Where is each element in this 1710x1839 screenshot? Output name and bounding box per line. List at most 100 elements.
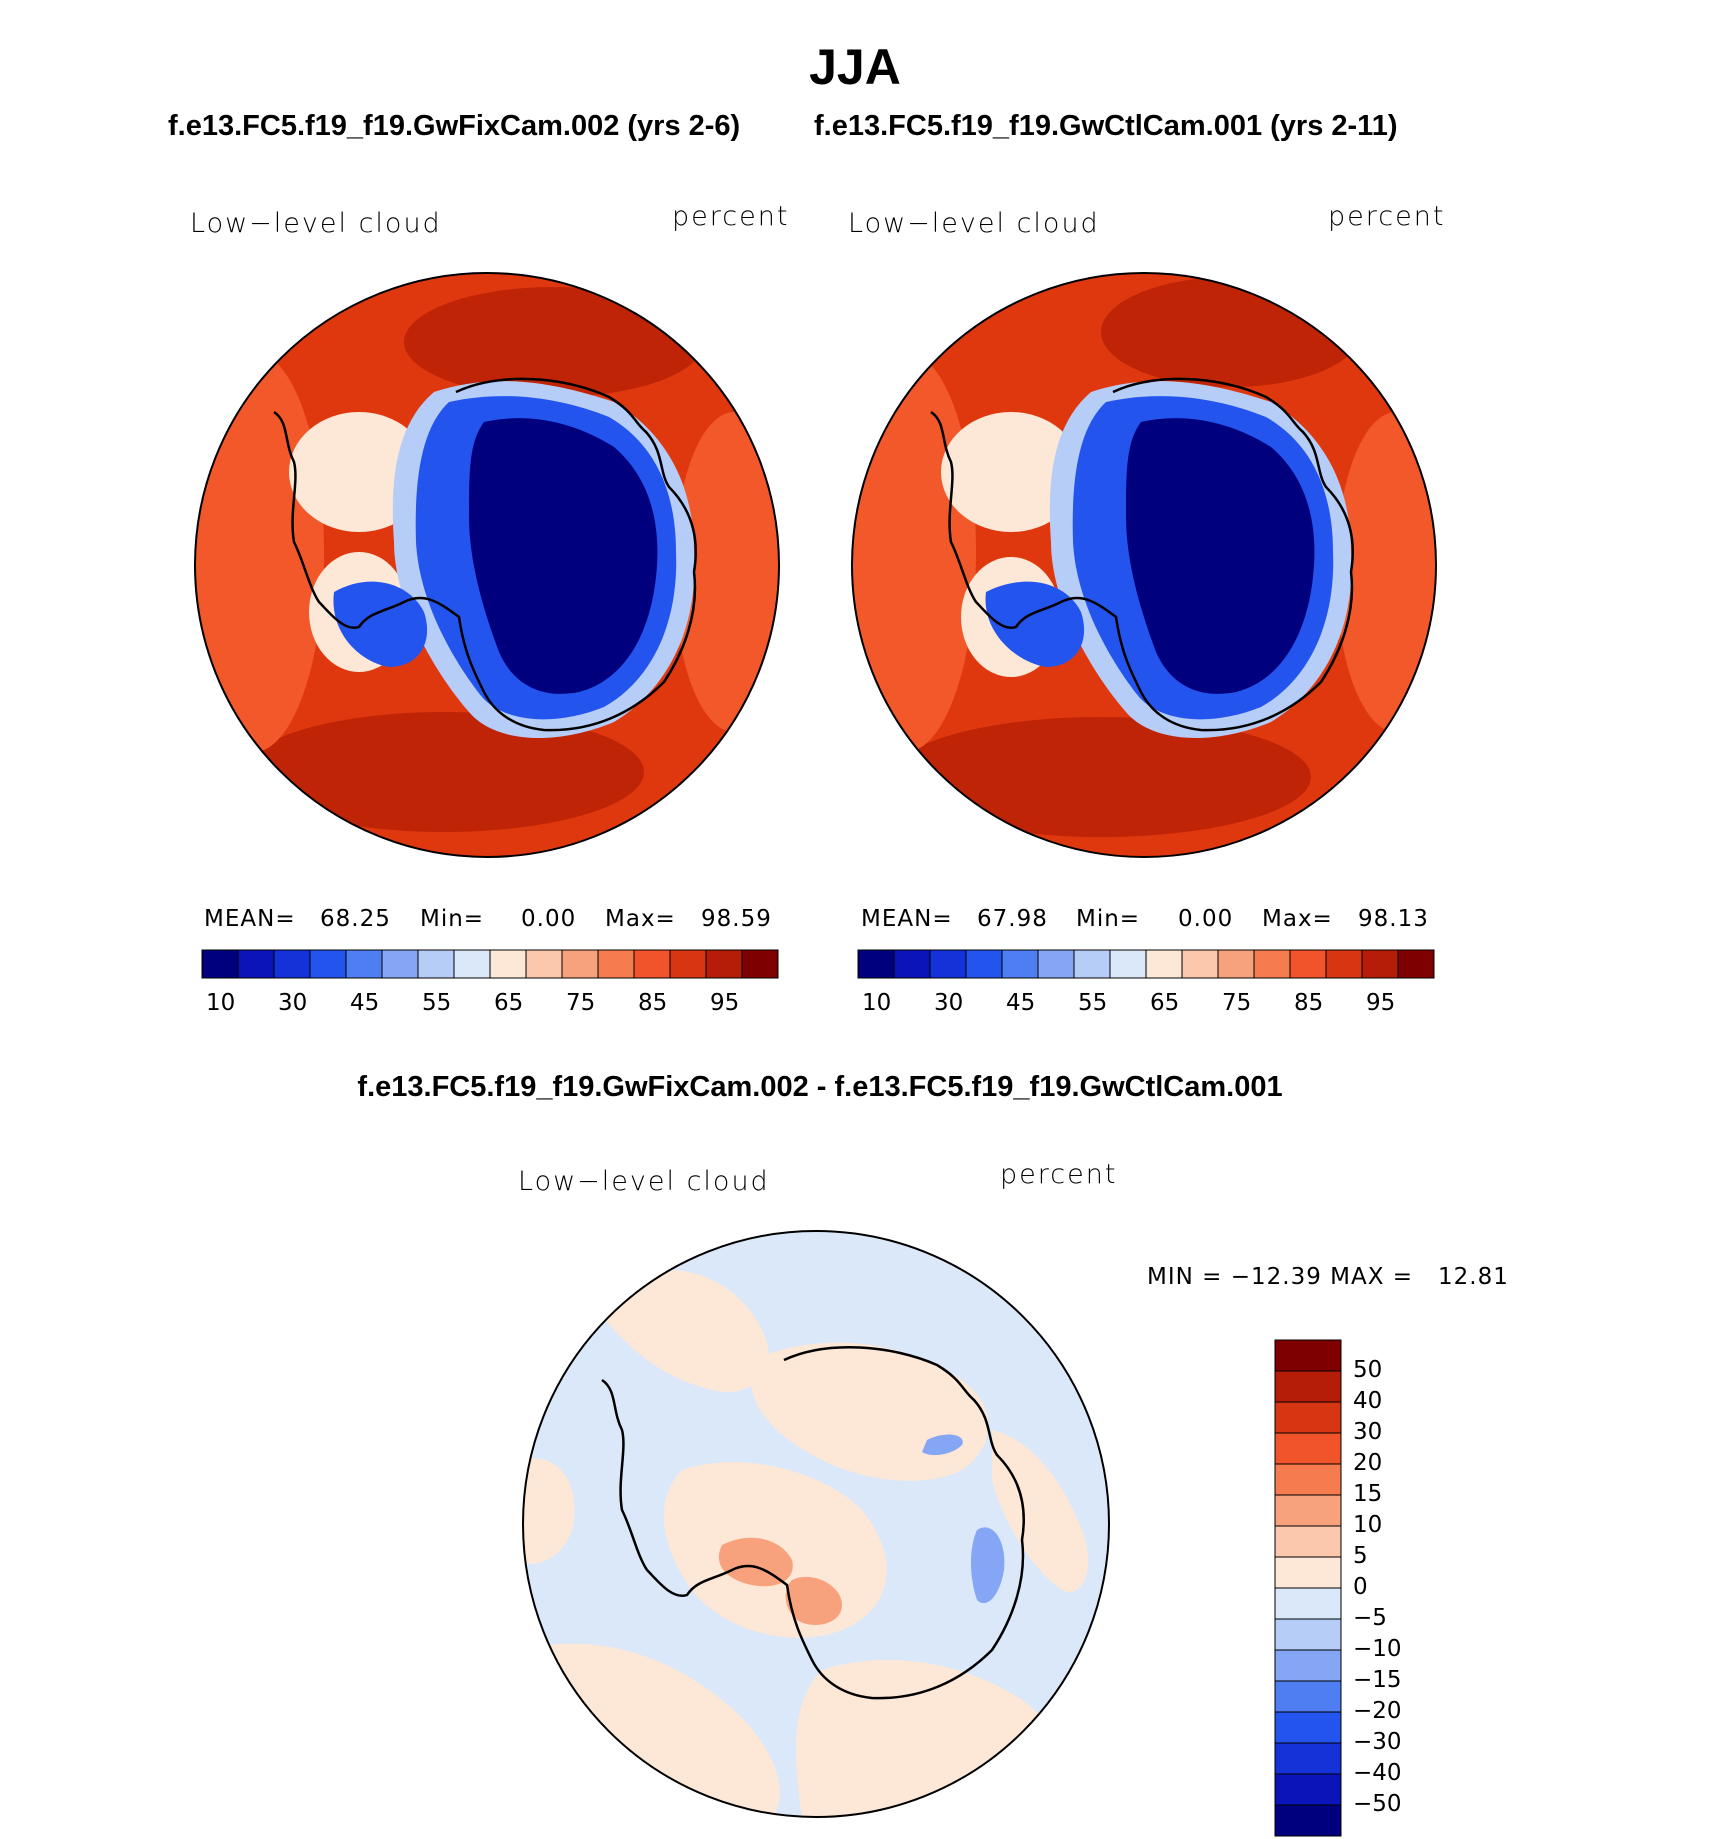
colorbar-swatch: [1274, 1742, 1342, 1775]
colorbar-swatch: [1397, 949, 1435, 979]
high-cloud-region: [244, 712, 644, 832]
diff-variable-label: Low−level cloud: [518, 1166, 770, 1197]
colorbar-swatch: [1274, 1463, 1342, 1496]
high-cloud-region: [404, 287, 704, 397]
colorbar-swatch: [1361, 949, 1399, 979]
colorbar-swatch: [489, 949, 527, 979]
colorbar-tick-label: 5: [1353, 1543, 1368, 1569]
colorbar-swatch: [1289, 949, 1327, 979]
panel2-units-label: percent: [1328, 201, 1446, 232]
colorbar-swatch: [273, 949, 311, 979]
colorbar-swatch: [1109, 949, 1147, 979]
case2-title: f.e13.FC5.f19_f19.GwCtlCam.001 (yrs 2-11…: [814, 110, 1398, 142]
colorbar-swatch: [1274, 1525, 1342, 1558]
colorbar-tick-label: −40: [1353, 1760, 1402, 1786]
colorbar-tick-label: 10: [862, 990, 892, 1016]
colorbar-tick-label: 50: [1353, 1357, 1383, 1383]
strong-negative-anomaly: [922, 1434, 963, 1456]
colorbar-swatch: [525, 949, 563, 979]
panel1-mean-label: MEAN=: [204, 906, 296, 932]
colorbar-tick-label: 95: [1366, 990, 1396, 1016]
map-panel-difference: [522, 1230, 1110, 1818]
panel2-max-value: 98.13: [1358, 906, 1429, 932]
colorbar-tick-label: 85: [638, 990, 668, 1016]
colorbar-difference: [1274, 1339, 1342, 1837]
panel2-min-label: Min=: [1076, 906, 1141, 932]
diff-minmax-label: MIN = −12.39 MAX = 12.81: [1147, 1264, 1509, 1290]
colorbar-tick-label: 30: [1353, 1419, 1383, 1445]
colorbar-swatch: [1274, 1339, 1342, 1372]
colorbar-tick-label: 45: [1006, 990, 1036, 1016]
colorbar-tick-label: 65: [1150, 990, 1180, 1016]
panel1-mean-value: 68.25: [320, 906, 391, 932]
map-panel-2: [851, 272, 1437, 858]
colorbar-swatch: [1253, 949, 1291, 979]
antarctica-coastline: [930, 377, 1354, 732]
colorbar-swatch: [929, 949, 967, 979]
map-boundary: [851, 272, 1437, 858]
colorbar-tick-label: 40: [1353, 1388, 1383, 1414]
panel2-variable-label: Low−level cloud: [848, 208, 1100, 239]
colorbar-swatch: [1274, 1649, 1342, 1682]
colorbar-swatch: [201, 949, 239, 979]
high-cloud-region: [1101, 277, 1361, 387]
colorbar-swatch: [1274, 1804, 1342, 1837]
panel2-mean-label: MEAN=: [861, 906, 953, 932]
colorbar-swatch: [417, 949, 455, 979]
colorbar-tick-label: −20: [1353, 1698, 1402, 1724]
colorbar-swatch: [237, 949, 275, 979]
map-boundary: [522, 1230, 1110, 1818]
colorbar-tick-label: 0: [1353, 1574, 1368, 1600]
colorbar-swatch: [1274, 1680, 1342, 1713]
colorbar-swatch: [1073, 949, 1111, 979]
antarctic-cloud-core: [469, 418, 658, 694]
colorbar-swatch: [309, 949, 347, 979]
colorbar-tick-label: 20: [1353, 1450, 1383, 1476]
colorbar-swatch: [1181, 949, 1219, 979]
colorbar-swatch: [1274, 1711, 1342, 1744]
map-boundary: [194, 272, 780, 858]
colorbar-tick-label: −5: [1353, 1605, 1387, 1631]
colorbar-swatch: [1274, 1432, 1342, 1465]
diff-units-label: percent: [1000, 1159, 1118, 1190]
strong-positive-anomaly: [718, 1537, 793, 1587]
colorbar-swatch: [669, 949, 707, 979]
colorbar-swatch: [597, 949, 635, 979]
antarctic-cloud-core: [1126, 418, 1315, 694]
colorbar-swatch: [1274, 1773, 1342, 1806]
lower-cloud-region: [195, 352, 324, 752]
colorbar-tick-label: 10: [1353, 1512, 1383, 1538]
colorbar-swatch: [381, 949, 419, 979]
colorbar-tick-label: 45: [350, 990, 380, 1016]
colorbar-swatch: [1274, 1494, 1342, 1527]
colorbar-panel-2: [857, 949, 1435, 979]
colorbar-swatch: [1274, 1587, 1342, 1620]
strong-positive-anomaly: [785, 1576, 842, 1625]
antarctica-coastline: [273, 377, 697, 732]
colorbar-tick-label: 65: [494, 990, 524, 1016]
lower-cloud-region: [1336, 412, 1436, 732]
colorbar-swatch: [1274, 1556, 1342, 1589]
colorbar-tick-label: 30: [934, 990, 964, 1016]
colorbar-swatch: [1274, 1370, 1342, 1403]
colorbar-tick-label: 55: [1078, 990, 1108, 1016]
panel2-max-label: Max=: [1262, 906, 1333, 932]
colorbar-panel-1: [201, 949, 779, 979]
positive-anomaly-region: [523, 1458, 575, 1564]
antarctica-coastline: [601, 1346, 1025, 1700]
lower-cloud-region: [674, 412, 779, 732]
difference-title: f.e13.FC5.f19_f19.GwFixCam.002 - f.e13.F…: [357, 1071, 1283, 1103]
panel2-mean-value: 67.98: [977, 906, 1048, 932]
colorbar-swatch: [1217, 949, 1255, 979]
map-panel-1: [194, 272, 780, 858]
positive-anomaly-region: [992, 1430, 1089, 1592]
colorbar-tick-label: 55: [422, 990, 452, 1016]
colorbar-swatch: [741, 949, 779, 979]
colorbar-swatch: [345, 949, 383, 979]
colorbar-swatch: [633, 949, 671, 979]
panel1-variable-label: Low−level cloud: [190, 208, 442, 239]
colorbar-swatch: [1037, 949, 1075, 979]
strong-negative-anomaly: [970, 1527, 1005, 1604]
colorbar-swatch: [561, 949, 599, 979]
colorbar-swatch: [1274, 1401, 1342, 1434]
